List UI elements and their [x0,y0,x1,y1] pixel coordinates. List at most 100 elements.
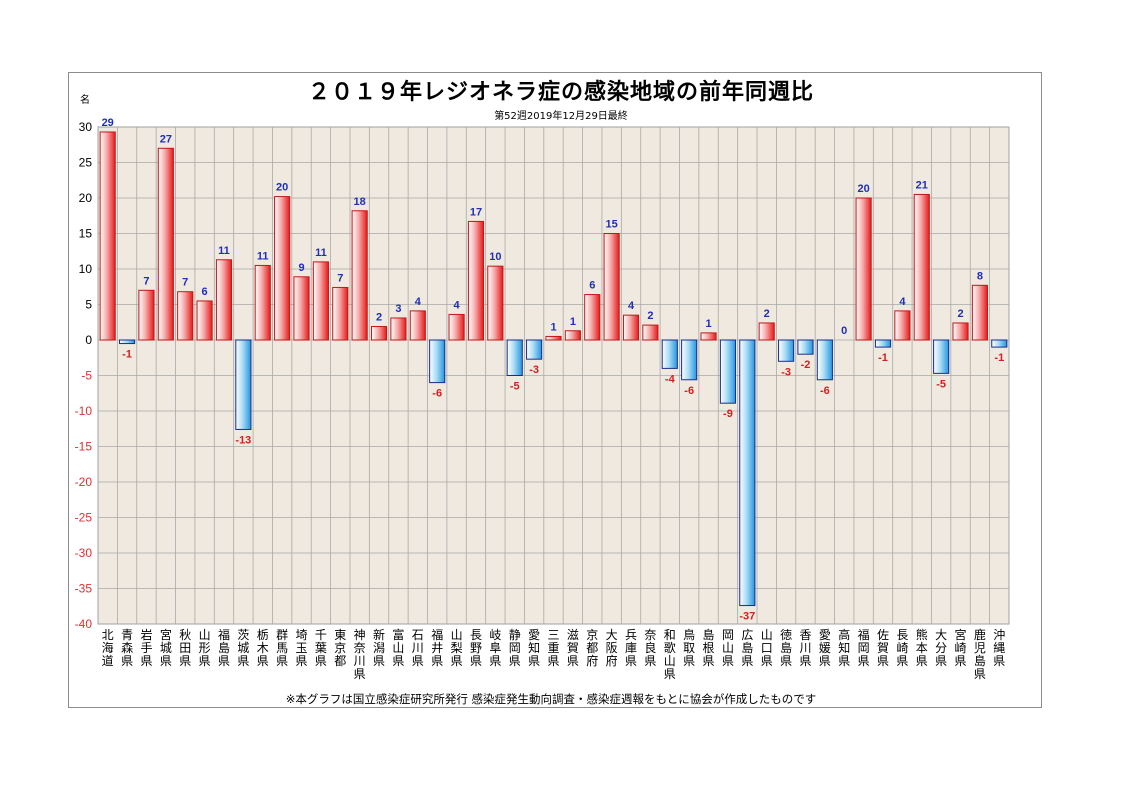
data-label: 2 [376,312,382,324]
x-tick-label: 岩手県 [140,627,152,668]
bar [429,339,446,384]
x-tick-label: 岐阜県 [489,628,501,668]
y-tick-label: 20 [79,191,93,205]
bar [913,193,930,341]
chart-title: ２０１９年レジオネラ症の感染地域の前年同週比 [308,79,814,105]
x-tick-label: 三重県 [547,628,559,668]
x-tick-label: 山形県 [199,628,211,668]
bar [390,317,407,341]
bar [816,339,833,381]
data-label: -3 [529,364,539,376]
x-tick-label: 東京都 [334,628,346,668]
bar [971,284,988,341]
y-tick-label: 0 [85,333,92,347]
bar [235,339,252,430]
data-label: 27 [160,133,172,145]
bar [991,339,1008,348]
data-label: 1 [706,318,712,330]
data-label: 18 [354,196,366,208]
x-tick-label: 群馬県 [276,628,288,668]
data-label: 20 [858,183,870,195]
x-tick-label: 宮城県 [160,627,172,668]
bar [487,265,504,341]
x-tick-label: 徳島県 [780,627,792,668]
bar [254,264,271,341]
bar [778,339,795,362]
data-label: 21 [916,179,928,191]
y-tick-label: 30 [79,120,93,134]
bar [274,196,291,341]
x-tick-label: 静岡県 [509,628,521,668]
data-label: 1 [570,316,576,328]
x-tick-label: 大分県 [935,628,947,668]
data-label: 8 [977,270,983,282]
bar [584,294,601,341]
bar [622,314,640,341]
x-tick-label: 熊本県 [916,627,928,668]
x-tick-label: 千葉県 [315,628,327,668]
bar [409,310,426,341]
data-label: -2 [801,359,811,371]
data-label: 1 [550,321,556,333]
chart-subtitle: 第52週2019年12月29日最終 [494,109,628,122]
x-tick-label: 新潟県 [373,627,385,668]
data-label: -1 [994,352,1004,364]
data-label: 11 [218,245,230,257]
bar-chart: ２０１９年レジオネラ症の感染地域の前年同週比 第52週2019年12月29日最終… [75,79,1010,706]
x-tick-label: 兵庫県 [625,628,637,668]
data-label: -13 [235,434,251,446]
data-label: -6 [820,385,830,397]
y-tick-label: -25 [75,511,93,525]
y-tick-label: 5 [85,298,92,312]
bar [467,220,485,341]
bar [138,289,155,341]
x-tick-label: 沖縄県 [993,628,1005,668]
x-tick-label: 山口県 [761,628,773,668]
data-label: 17 [470,206,482,218]
bar [739,339,756,607]
bar [99,131,116,341]
bar [215,259,233,341]
x-tick-label: 長野県 [470,628,482,668]
data-label: 6 [589,280,595,292]
data-label: 7 [182,277,188,289]
data-label: 4 [454,299,461,311]
x-tick-label: 福岡県 [858,627,870,668]
data-label: -6 [684,385,694,397]
data-label: 4 [628,300,635,312]
data-label: 3 [395,303,401,315]
bar [448,313,465,341]
y-tick-label: -40 [75,617,93,631]
y-tick-label: 25 [79,156,93,170]
x-tick-label: 和歌山県 [664,628,676,681]
y-tick-label: -35 [75,582,93,596]
x-tick-label: 愛媛県 [819,628,831,668]
data-label: 2 [957,308,963,320]
data-label: -9 [723,408,733,420]
x-tick-label: 石川県 [412,628,424,668]
data-label: 7 [337,272,343,284]
bar [797,339,814,355]
bar [196,300,213,341]
bar [642,324,659,341]
data-label: 4 [899,296,906,308]
x-tick-label: 鳥取県 [683,627,695,668]
x-tick-label: 埼玉県 [296,628,308,668]
data-label: 7 [143,275,149,287]
x-tick-label: 鹿児島県 [974,627,986,681]
data-label: 0 [841,325,847,337]
bar [312,261,329,341]
y-tick-label: 15 [79,227,93,241]
bar [157,147,174,341]
data-label: 2 [764,308,770,320]
x-tick-label: 大阪府 [606,628,618,668]
x-tick-label: 広島県 [741,628,753,668]
x-tick-label: 青森県 [121,628,133,668]
data-label: -4 [665,373,676,385]
y-tick-label: 10 [79,262,93,276]
y-tick-label: -10 [75,404,93,418]
bars [99,131,1008,607]
bar [177,291,194,341]
bar [700,332,717,341]
